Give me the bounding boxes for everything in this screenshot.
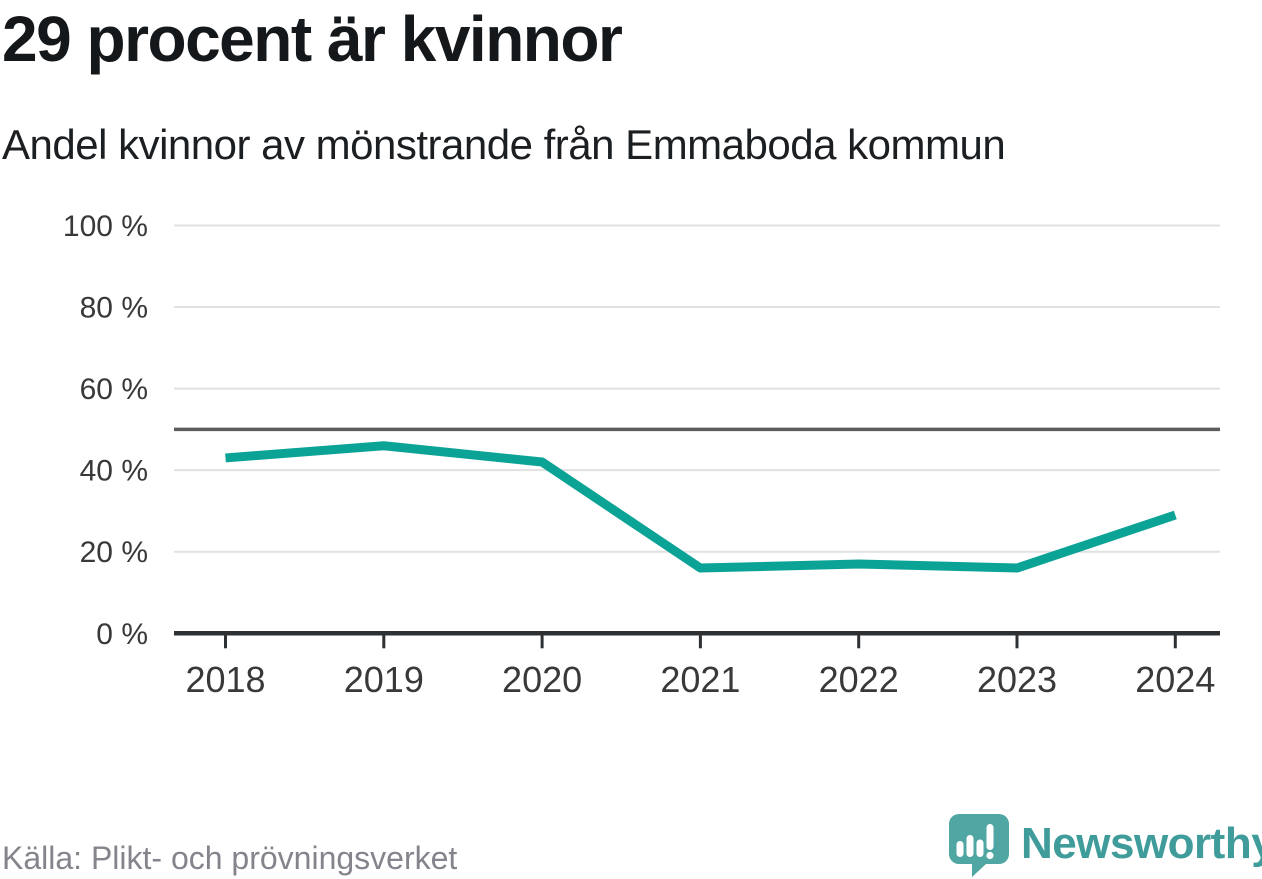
logo-exclamation-icon — [986, 824, 994, 860]
y-tick-label: 40 % — [80, 455, 148, 488]
y-tick-label: 0 % — [96, 618, 148, 651]
y-tick-label: 80 % — [80, 292, 148, 325]
y-tick-label: 100 % — [63, 210, 148, 243]
x-tick-label: 2018 — [185, 659, 265, 700]
line-chart-canvas: 0 % 20 % 40 % 60 % 80 % 100 % 2018 2019 2020 2021… — [63, 210, 1220, 700]
x-tick-label: 2024 — [1135, 659, 1215, 700]
y-tick-label: 20 % — [80, 536, 148, 569]
x-tick-label: 2019 — [344, 659, 424, 700]
source-note: Källa: Plikt- och prövningsverket — [2, 840, 458, 876]
x-tick-label: 2022 — [819, 659, 899, 700]
x-tick-label: 2020 — [502, 659, 582, 700]
x-tick-label: 2023 — [977, 659, 1057, 700]
newsworthy-logo-icon — [949, 814, 1009, 877]
y-tick-label: 60 % — [80, 373, 148, 406]
newsworthy-brand: Newsworthy — [946, 811, 1262, 877]
chart-title: 29 procent är kvinnor — [2, 3, 623, 75]
chart-subtitle: Andel kvinnor av mönstrande från Emmabod… — [2, 121, 1006, 168]
trend-line — [225, 441, 1177, 573]
logo-bar-chart-icon — [956, 835, 984, 857]
x-tick-label: 2021 — [660, 659, 740, 700]
newsworthy-wordmark: Newsworthy — [1021, 819, 1262, 868]
